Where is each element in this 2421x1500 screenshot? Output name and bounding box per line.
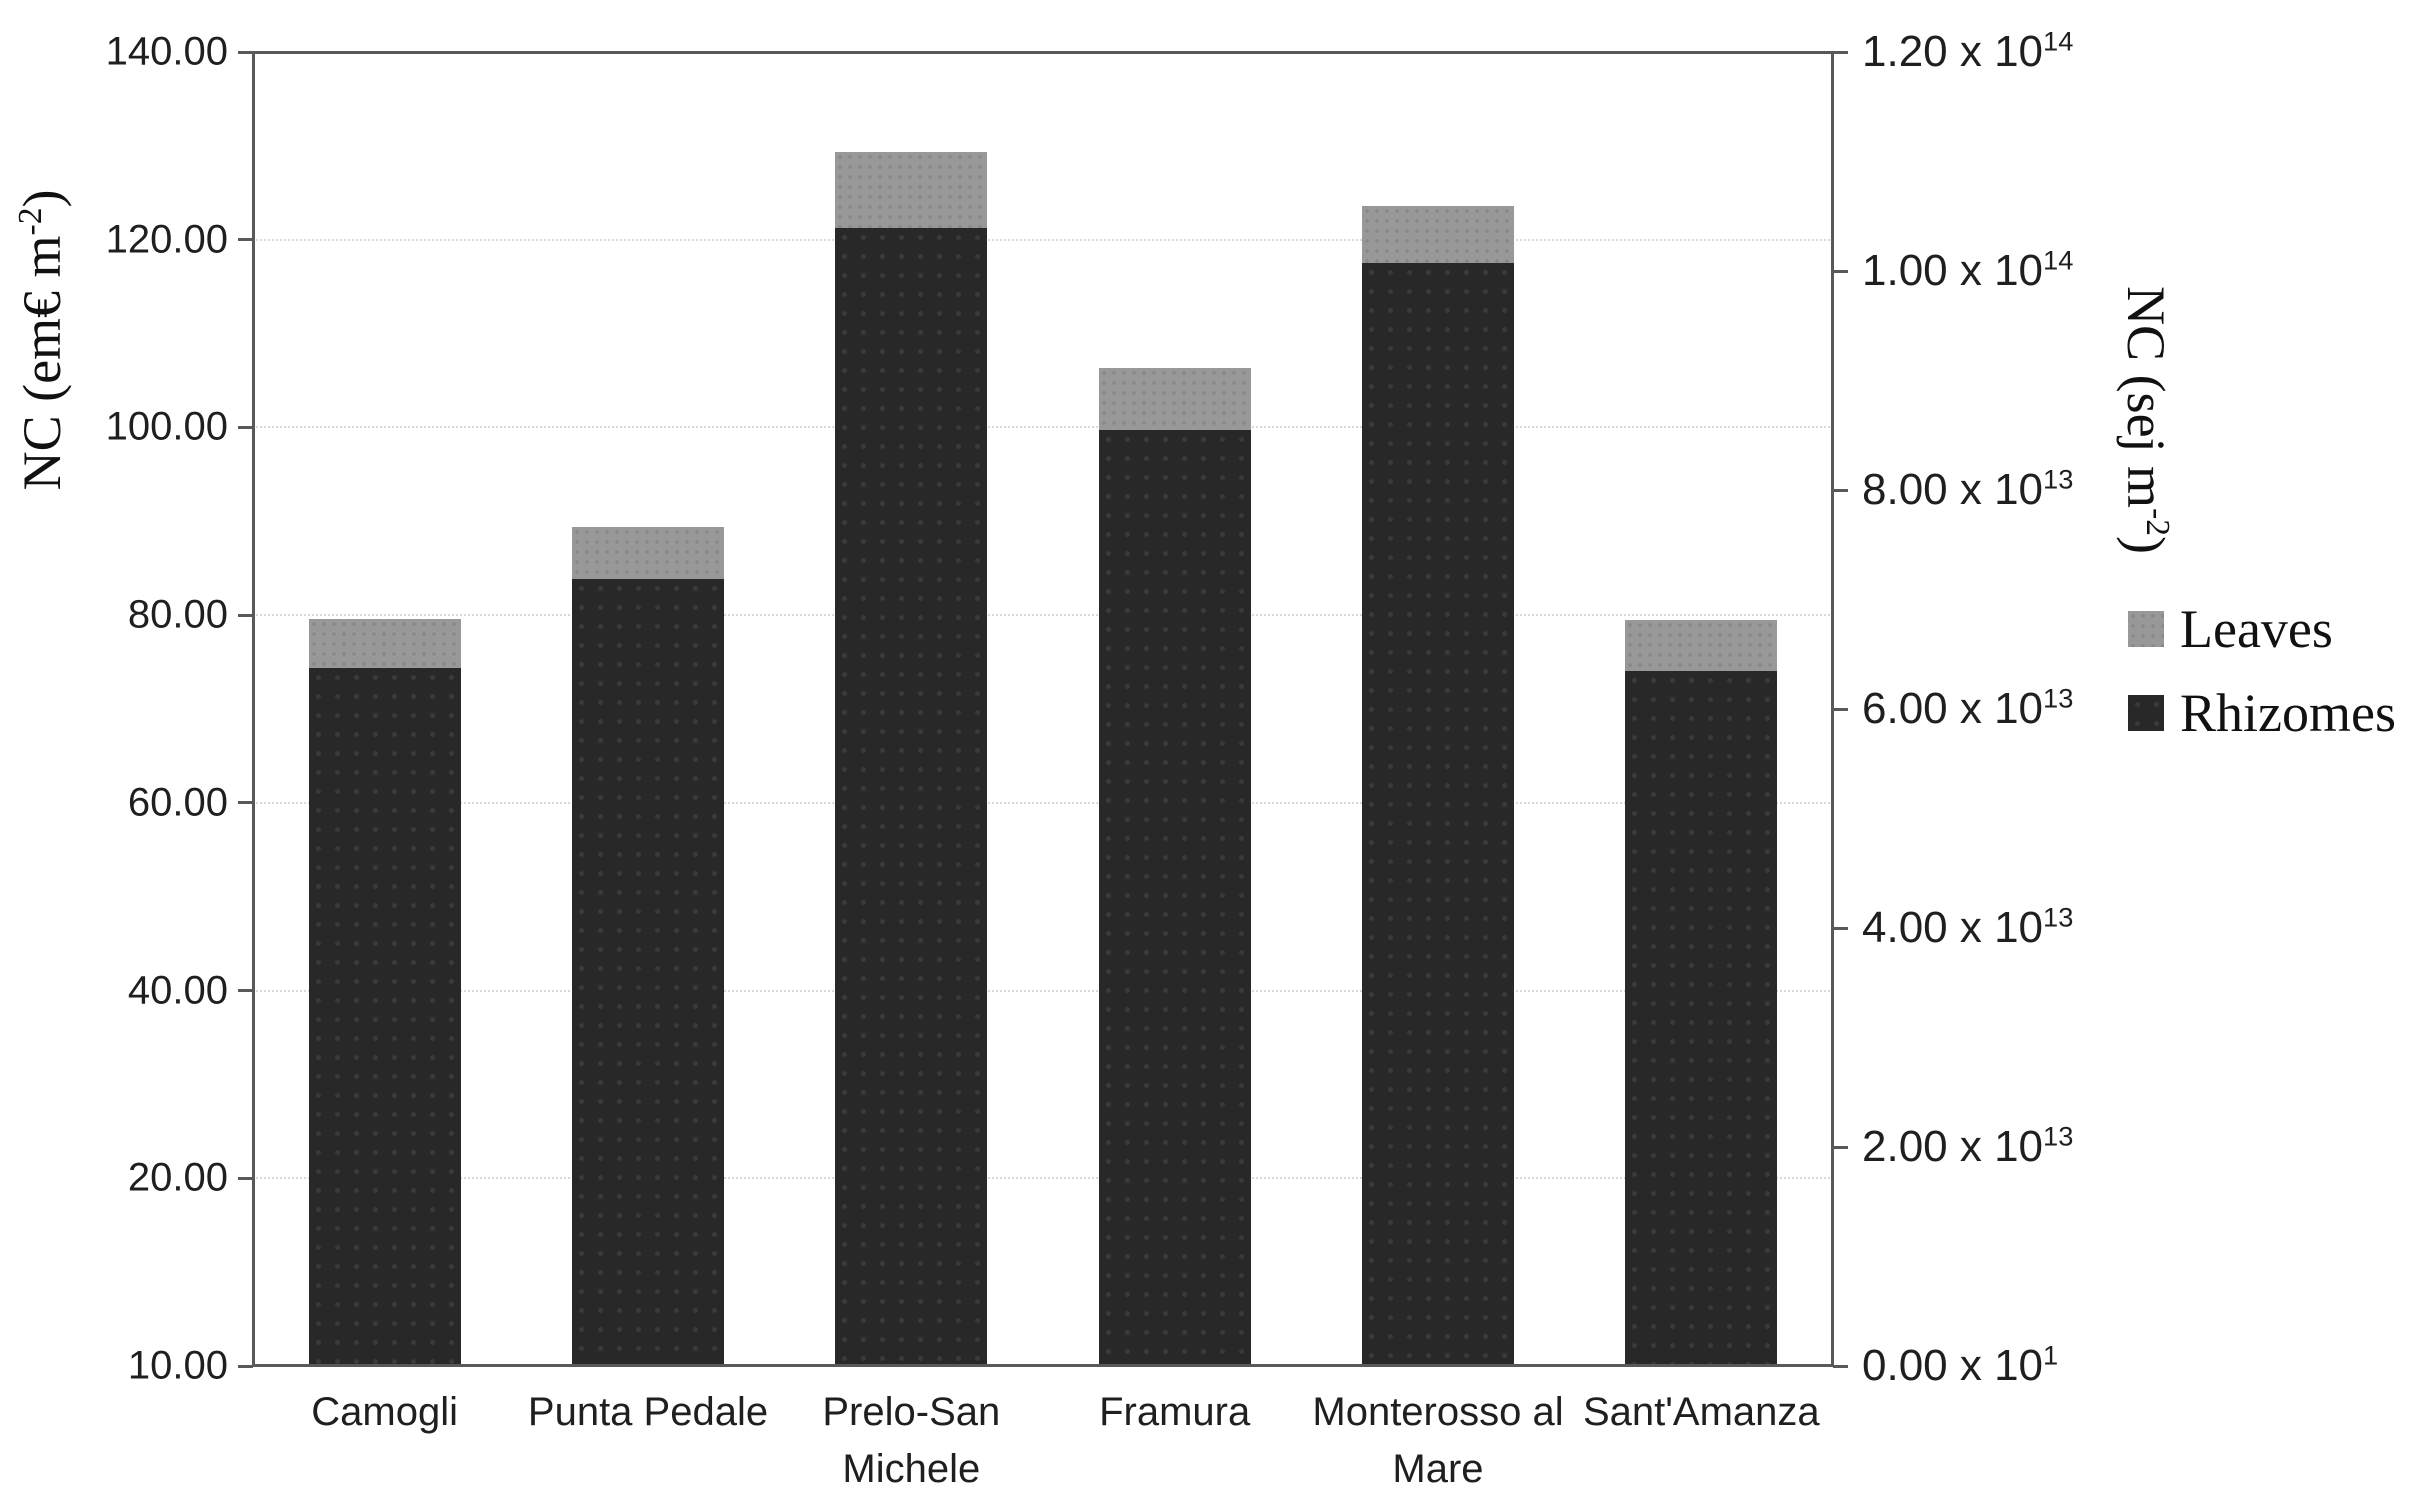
gridline — [253, 614, 1833, 617]
plot-area-border — [252, 51, 1834, 1367]
left-axis-tick — [238, 50, 253, 54]
left-axis-tick-label: 100.00 — [105, 404, 228, 449]
bar-segment-rhizomes — [308, 667, 461, 1364]
gridline — [253, 801, 1833, 804]
legend-item-leaves: Leaves — [2128, 598, 2333, 660]
left-axis-tick — [238, 613, 253, 617]
right-axis-tick-label: 2.00 x 1013 — [1862, 1120, 2074, 1171]
right-axis-tick-label: 1.00 x 1014 — [1862, 244, 2074, 295]
left-axis-tick-label: 10.00 — [127, 1343, 228, 1388]
right-axis-tick-label: 8.00 x 1013 — [1862, 463, 2074, 514]
bar-segment-rhizomes — [572, 578, 724, 1364]
left-axis-tick-label: 20.00 — [127, 1155, 228, 1200]
bar-segment-rhizomes — [1362, 263, 1514, 1364]
superscript: 13 — [2043, 901, 2074, 933]
right-axis-tick — [1833, 1364, 1848, 1368]
right-axis-tick-label: 0.00 x 101 — [1862, 1339, 2059, 1390]
left-axis-tick — [238, 1176, 253, 1180]
right-axis-title: NC (sej m-2) — [2116, 286, 2176, 554]
bar-segment-leaves — [1362, 205, 1514, 264]
category-label: Prelo-San Michele — [822, 1390, 1001, 1491]
superscript: 14 — [2043, 244, 2074, 276]
left-axis-tick — [238, 801, 253, 805]
gridline — [253, 1177, 1833, 1180]
left-axis-tick-label: 140.00 — [105, 29, 228, 74]
superscript: 13 — [2043, 463, 2074, 495]
right-axis-tick — [1833, 926, 1848, 930]
right-axis-tick-label: 6.00 x 1013 — [1862, 682, 2074, 733]
category-label: Sant'Amanza — [1582, 1390, 1820, 1434]
category-label: Monterosso al Mare — [1312, 1390, 1564, 1491]
superscript: 14 — [2043, 25, 2074, 57]
right-axis-tick — [1833, 269, 1848, 273]
superscript: 13 — [2043, 1120, 2074, 1152]
bar-segment-rhizomes — [835, 228, 988, 1364]
bar-segment-rhizomes — [1098, 430, 1251, 1364]
category-label: Punta Pedale — [527, 1390, 769, 1434]
bar-segment-leaves — [835, 152, 988, 229]
gridline — [253, 426, 1833, 429]
bar-segment-leaves — [572, 526, 724, 579]
category-label: Framura — [1099, 1390, 1251, 1434]
bar-segment-leaves — [308, 618, 461, 668]
category-label: Camogli — [311, 1390, 459, 1434]
legend-item-rhizomes: Rhizomes — [2128, 682, 2396, 744]
superscript: 1 — [2043, 1339, 2059, 1371]
legend-label: Leaves — [2180, 599, 2333, 659]
superscript: 13 — [2043, 682, 2074, 714]
gridline — [253, 238, 1833, 241]
left-axis-tick-label: 80.00 — [127, 592, 228, 637]
left-axis-tick-label: 40.00 — [127, 968, 228, 1013]
right-axis-tick — [1833, 707, 1848, 711]
right-axis-tick — [1833, 1145, 1848, 1149]
left-axis-tick — [238, 425, 253, 429]
left-axis-tick-label: 120.00 — [105, 217, 228, 262]
gridline — [253, 989, 1833, 992]
bar-segment-leaves — [1625, 619, 1778, 671]
legend-label: Rhizomes — [2180, 683, 2396, 743]
right-axis-tick — [1833, 488, 1848, 492]
left-axis-tick — [238, 238, 253, 242]
left-axis-tick-label: 60.00 — [127, 780, 228, 825]
superscript: -2 — [12, 207, 49, 236]
left-axis-tick — [238, 989, 253, 993]
right-axis-tick-label: 4.00 x 1013 — [1862, 901, 2074, 952]
legend-swatch-rhizomes — [2128, 695, 2164, 731]
left-axis-tick — [238, 1364, 253, 1368]
legend-swatch-leaves — [2128, 611, 2164, 647]
right-axis-tick — [1833, 50, 1848, 54]
superscript: -2 — [2139, 508, 2176, 536]
right-axis-tick-label: 1.20 x 1014 — [1862, 25, 2074, 76]
bar-segment-rhizomes — [1625, 670, 1778, 1364]
left-axis-title: NC (em€ m-2) — [12, 189, 72, 491]
bar-segment-leaves — [1098, 368, 1251, 431]
